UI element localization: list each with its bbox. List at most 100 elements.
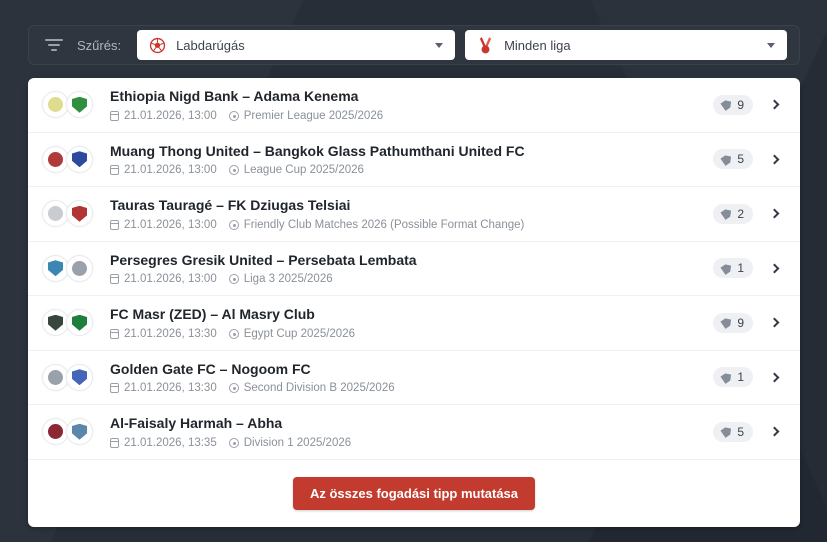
- away-team-emblem: [72, 205, 87, 222]
- tips-count-badge: 1: [713, 367, 753, 388]
- tag-icon: [721, 153, 734, 166]
- match-row[interactable]: Muang Thong United – Bangkok Glass Pathu…: [28, 133, 800, 187]
- match-title: Muang Thong United – Bangkok Glass Pathu…: [110, 142, 525, 159]
- chevron-right-icon[interactable]: [769, 154, 780, 165]
- match-info: FC Masr (ZED) – Al Masry Club 21.01.2026…: [110, 306, 703, 340]
- match-datetime: 21.01.2026, 13:30: [124, 327, 217, 340]
- show-all-tips-button[interactable]: Az összes fogadási tipp mutatása: [292, 476, 536, 510]
- calendar-icon: [110, 165, 119, 175]
- chevron-right-icon[interactable]: [769, 372, 780, 383]
- chevron-right-icon[interactable]: [769, 99, 780, 110]
- team-logos: [42, 254, 98, 282]
- ball-icon: [228, 165, 239, 175]
- match-info: Al-Faisaly Harmah – Abha 21.01.2026, 13:…: [110, 415, 703, 449]
- home-team-emblem: [48, 206, 63, 222]
- chevron-right-icon[interactable]: [769, 208, 780, 219]
- match-league: Division 1 2025/2026: [243, 436, 352, 449]
- tips-count: 2: [737, 206, 744, 221]
- sport-select[interactable]: Labdarúgás: [137, 30, 456, 60]
- tips-count-badge: 9: [713, 312, 753, 333]
- ball-icon: [228, 383, 239, 393]
- away-team-emblem: [72, 314, 87, 331]
- match-title: Ethiopia Nigd Bank – Adama Kenema: [110, 88, 359, 104]
- home-team-logo: [42, 145, 69, 173]
- tag-icon: [721, 262, 734, 275]
- match-info: Ethiopia Nigd Bank – Adama Kenema 21.01.…: [110, 88, 703, 122]
- chevron-right-icon[interactable]: [769, 317, 780, 328]
- match-actions: 1: [713, 258, 784, 279]
- match-meta: 21.01.2026, 13:00 League Cup 2025/2026: [110, 164, 703, 176]
- match-title: Al-Faisaly Harmah – Abha: [110, 415, 283, 431]
- match-league: Egypt Cup 2025/2026: [243, 327, 355, 340]
- match-actions: 2: [713, 203, 784, 224]
- tag-icon: [721, 371, 734, 384]
- match-row[interactable]: Al-Faisaly Harmah – Abha 21.01.2026, 13:…: [28, 405, 800, 460]
- match-row[interactable]: FC Masr (ZED) – Al Masry Club 21.01.2026…: [28, 296, 800, 351]
- calendar-icon: [110, 110, 119, 121]
- tips-count-badge: 5: [713, 421, 753, 442]
- match-datetime: 21.01.2026, 13:35: [124, 436, 217, 449]
- match-list-panel: Ethiopia Nigd Bank – Adama Kenema 21.01.…: [28, 78, 800, 527]
- football-icon: [149, 37, 166, 54]
- tips-count: 1: [737, 261, 744, 276]
- away-team-logo: [66, 418, 93, 446]
- home-team-emblem: [48, 151, 63, 167]
- tips-count: 5: [737, 152, 744, 167]
- match-league: Liga 3 2025/2026: [243, 273, 333, 285]
- tag-icon: [721, 425, 734, 438]
- home-team-logo: [42, 200, 69, 228]
- match-actions: 5: [713, 421, 784, 442]
- team-logos: [42, 200, 98, 228]
- away-team-emblem: [72, 369, 87, 386]
- chevron-right-icon[interactable]: [769, 263, 780, 274]
- team-logos: [42, 91, 98, 119]
- calendar-icon: [110, 274, 119, 284]
- chevron-right-icon[interactable]: [769, 426, 780, 437]
- match-row[interactable]: Tauras Tauragé – FK Dziugas Telsiai 21.0…: [28, 187, 800, 242]
- tips-count: 9: [737, 315, 744, 330]
- match-title: Persegres Gresik United – Persebata Lemb…: [110, 251, 417, 268]
- match-title: Tauras Tauragé – FK Dziugas Telsiai: [110, 197, 351, 213]
- away-team-logo: [66, 309, 93, 337]
- chevron-down-icon: [767, 42, 775, 48]
- ball-icon: [228, 110, 239, 121]
- match-meta: 21.01.2026, 13:00 Premier League 2025/20…: [110, 110, 703, 122]
- match-datetime: 21.01.2026, 13:00: [124, 273, 217, 285]
- tips-count: 5: [737, 424, 744, 439]
- match-row[interactable]: Ethiopia Nigd Bank – Adama Kenema 21.01.…: [28, 78, 800, 133]
- team-logos: [42, 418, 98, 446]
- match-actions: 5: [713, 149, 784, 170]
- league-select-value: Minden liga: [504, 37, 571, 53]
- home-team-emblem: [48, 97, 63, 113]
- away-team-logo: [66, 363, 93, 391]
- home-team-logo: [42, 309, 69, 337]
- match-league: Premier League 2025/2026: [243, 109, 384, 122]
- match-row[interactable]: Golden Gate FC – Nogoom FC 21.01.2026, 1…: [28, 351, 800, 405]
- match-league: Friendly Club Matches 2026 (Possible For…: [243, 218, 525, 231]
- match-info: Golden Gate FC – Nogoom FC 21.01.2026, 1…: [110, 361, 703, 394]
- away-team-emblem: [72, 96, 87, 113]
- medal-icon: [477, 36, 494, 54]
- league-select[interactable]: Minden liga: [465, 30, 787, 60]
- match-meta: 21.01.2026, 13:35 Division 1 2025/2026: [110, 437, 703, 449]
- tips-count-badge: 2: [713, 203, 753, 224]
- match-row[interactable]: Persegres Gresik United – Persebata Lemb…: [28, 242, 800, 296]
- tag-icon: [721, 316, 734, 329]
- tips-count: 1: [737, 370, 744, 385]
- match-datetime: 21.01.2026, 13:00: [124, 109, 217, 122]
- away-team-logo: [66, 91, 93, 119]
- ball-icon: [228, 437, 239, 448]
- home-team-emblem: [48, 369, 63, 385]
- tips-count-badge: 5: [713, 149, 753, 170]
- match-meta: 21.01.2026, 13:30 Egypt Cup 2025/2026: [110, 328, 703, 340]
- calendar-icon: [110, 437, 119, 448]
- match-actions: 9: [713, 312, 784, 333]
- home-team-emblem: [48, 260, 63, 277]
- away-team-logo: [66, 145, 93, 173]
- tips-count: 9: [737, 97, 744, 112]
- team-logos: [42, 309, 98, 337]
- match-info: Tauras Tauragé – FK Dziugas Telsiai 21.0…: [110, 197, 703, 231]
- match-actions: 9: [713, 94, 784, 115]
- sport-select-value: Labdarúgás: [176, 37, 245, 53]
